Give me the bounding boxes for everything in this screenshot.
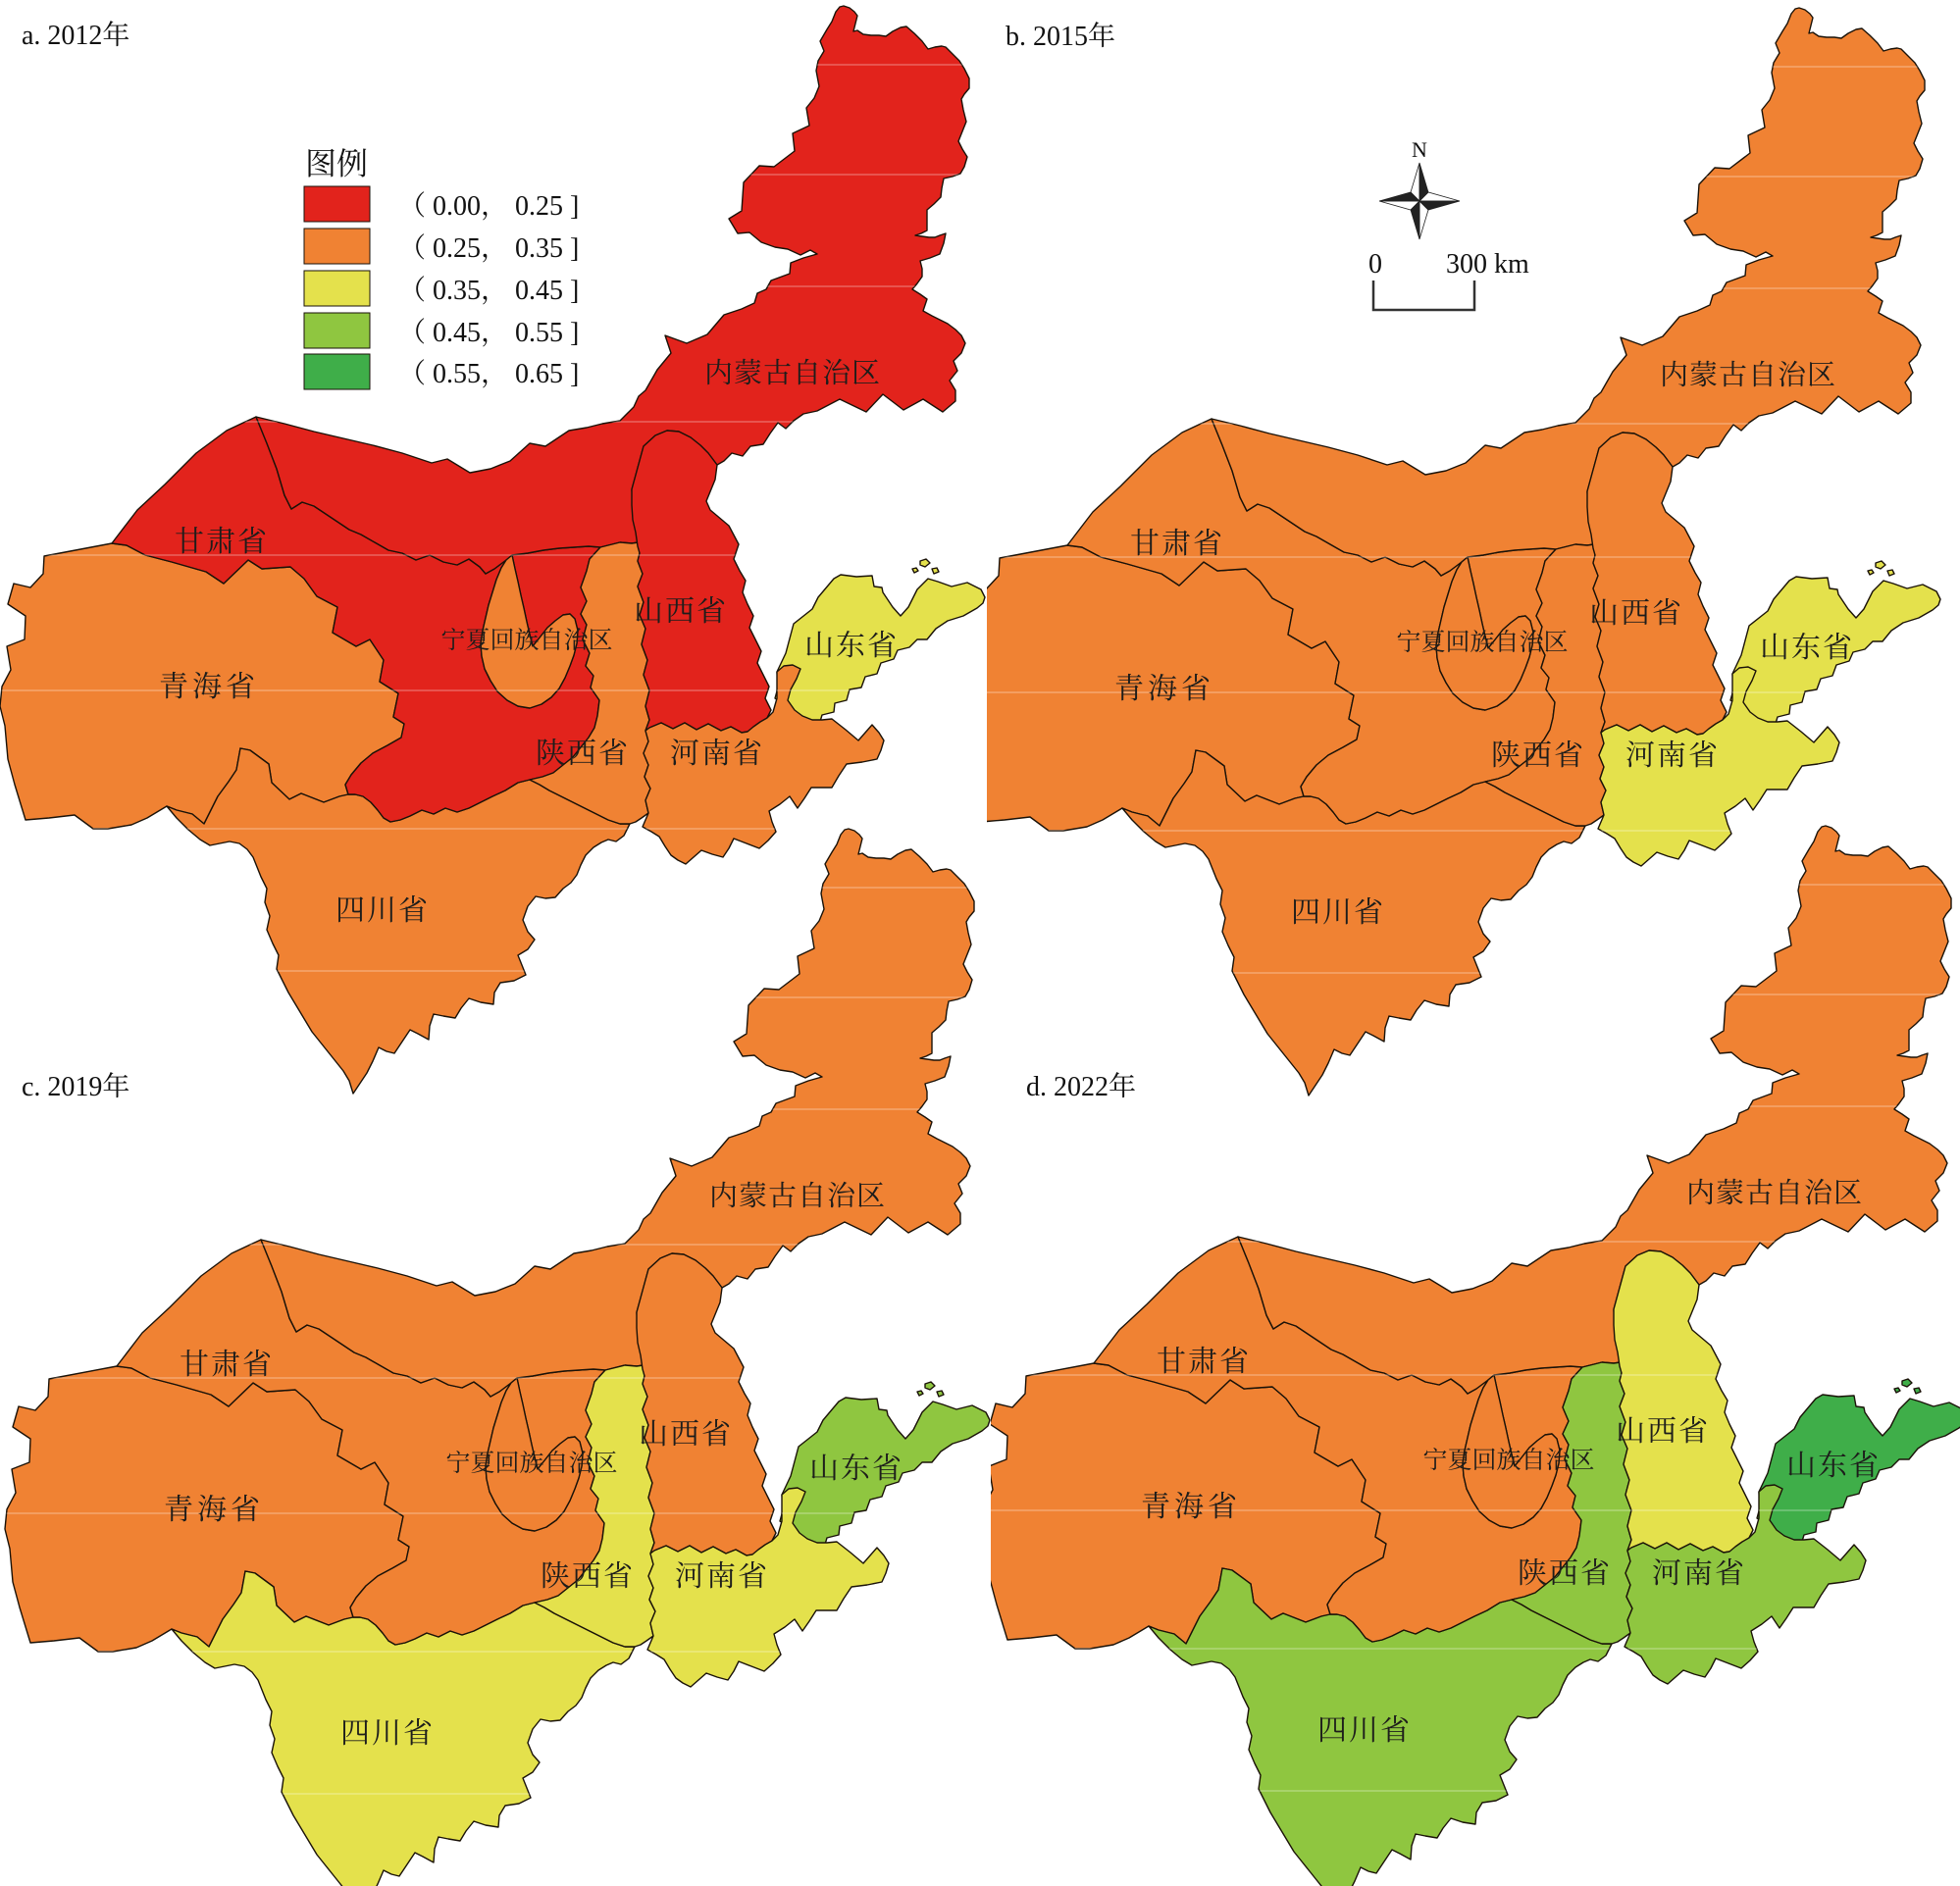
svg-text:300 km: 300 km xyxy=(1446,249,1529,280)
svg-text:青海省: 青海省 xyxy=(1141,1482,1241,1525)
svg-text:（ 0.45， 0.55 ]: （ 0.45， 0.55 ] xyxy=(398,318,579,348)
svg-text:甘肃省: 甘肃省 xyxy=(1157,1337,1251,1380)
svg-text:宁夏回族自治区: 宁夏回族自治区 xyxy=(445,1444,617,1479)
svg-text:内蒙古自治区: 内蒙古自治区 xyxy=(704,351,881,391)
svg-text:（ 0.35， 0.45 ]: （ 0.35， 0.45 ] xyxy=(398,276,579,306)
svg-text:（ 0.55， 0.65 ]: （ 0.55， 0.65 ] xyxy=(398,359,579,389)
svg-text:山西省: 山西省 xyxy=(634,586,728,630)
svg-text:四川省: 四川省 xyxy=(1291,888,1385,931)
svg-text:宁夏回族自治区: 宁夏回族自治区 xyxy=(1422,1441,1594,1476)
svg-text:（ 0.25， 0.35 ]: （ 0.25， 0.35 ] xyxy=(398,233,579,264)
svg-text:陕西省: 陕西省 xyxy=(536,729,630,772)
svg-text:b. 2015年: b. 2015年 xyxy=(1006,22,1115,52)
svg-text:青海省: 青海省 xyxy=(1114,664,1214,707)
svg-text:甘肃省: 甘肃省 xyxy=(175,517,269,560)
svg-text:山西省: 山西省 xyxy=(1616,1406,1710,1450)
svg-text:0: 0 xyxy=(1368,249,1382,280)
svg-text:山东省: 山东省 xyxy=(1786,1441,1881,1484)
svg-text:d. 2022年: d. 2022年 xyxy=(1026,1072,1136,1102)
svg-text:N: N xyxy=(1412,137,1427,162)
svg-text:山东省: 山东省 xyxy=(1760,623,1854,666)
svg-text:山西省: 山西省 xyxy=(639,1409,733,1453)
svg-text:图例: 图例 xyxy=(305,139,368,184)
svg-text:河南省: 河南省 xyxy=(670,729,764,772)
svg-text:河南省: 河南省 xyxy=(1625,731,1720,774)
svg-text:内蒙古自治区: 内蒙古自治区 xyxy=(1686,1171,1863,1211)
svg-text:陕西省: 陕西省 xyxy=(1518,1549,1612,1592)
svg-text:四川省: 四川省 xyxy=(1317,1706,1412,1749)
svg-text:a. 2012年: a. 2012年 xyxy=(22,21,129,51)
svg-text:河南省: 河南省 xyxy=(675,1552,769,1595)
svg-text:青海省: 青海省 xyxy=(159,662,259,705)
svg-text:四川省: 四川省 xyxy=(335,886,430,929)
svg-text:内蒙古自治区: 内蒙古自治区 xyxy=(1660,353,1836,393)
svg-text:陕西省: 陕西省 xyxy=(1491,731,1585,774)
svg-text:四川省: 四川省 xyxy=(340,1708,435,1752)
svg-text:青海省: 青海省 xyxy=(164,1485,264,1528)
svg-text:山东省: 山东省 xyxy=(804,621,899,664)
svg-text:陕西省: 陕西省 xyxy=(541,1552,635,1595)
svg-text:甘肃省: 甘肃省 xyxy=(1130,519,1224,562)
svg-text:宁夏回族自治区: 宁夏回族自治区 xyxy=(440,621,612,656)
svg-text:甘肃省: 甘肃省 xyxy=(180,1340,274,1383)
svg-text:山东省: 山东省 xyxy=(809,1444,903,1487)
svg-text:山西省: 山西省 xyxy=(1589,588,1683,632)
svg-text:内蒙古自治区: 内蒙古自治区 xyxy=(709,1174,886,1214)
svg-text:（ 0.00， 0.25 ]: （ 0.00， 0.25 ] xyxy=(398,191,579,222)
svg-text:c. 2019年: c. 2019年 xyxy=(22,1072,129,1102)
svg-text:河南省: 河南省 xyxy=(1652,1549,1746,1592)
svg-text:宁夏回族自治区: 宁夏回族自治区 xyxy=(1396,623,1568,658)
